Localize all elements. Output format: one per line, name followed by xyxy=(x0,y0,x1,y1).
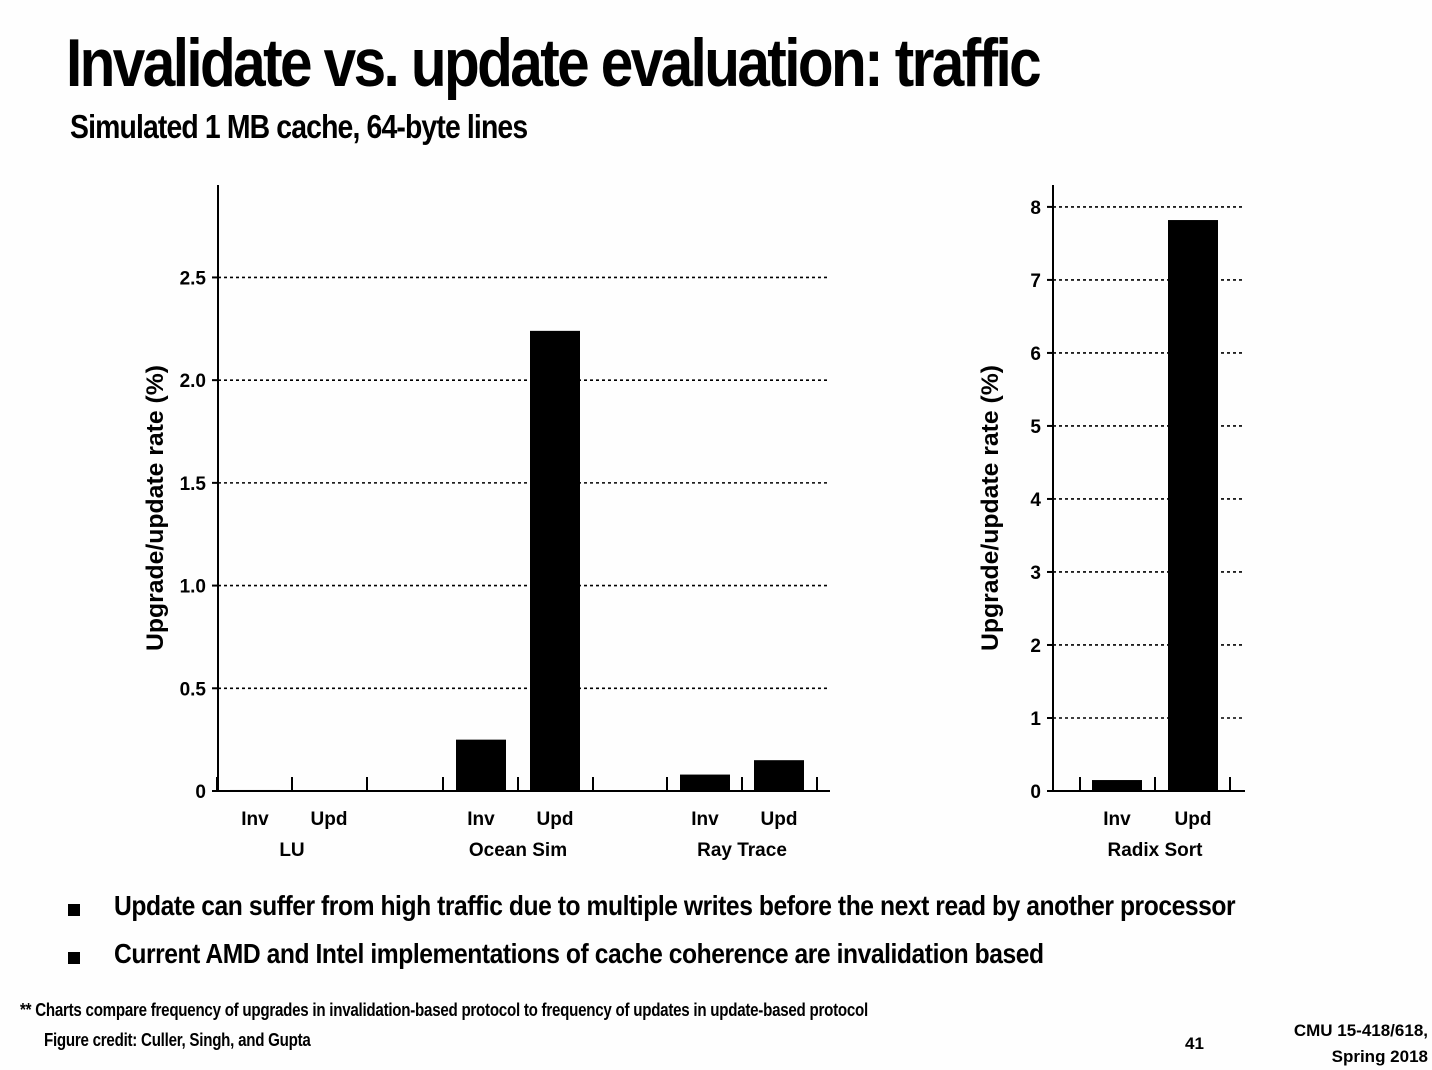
bullet-square-icon xyxy=(68,952,80,964)
y-axis-label: Upgrade/update rate (%) xyxy=(142,365,169,651)
course-line-1: CMU 15-418/618, xyxy=(1293,1021,1428,1040)
course-label: CMU 15-418/618, Spring 2018 xyxy=(1294,1018,1428,1070)
course-line-2: Spring 2018 xyxy=(1331,1047,1428,1066)
bar xyxy=(456,739,506,791)
y-tick-label: 1.5 xyxy=(180,474,207,495)
group-label: Radix Sort xyxy=(1107,840,1203,861)
bar xyxy=(1092,780,1142,791)
y-tick-label: 1 xyxy=(1030,709,1041,730)
y-tick-label: 0 xyxy=(1030,782,1041,803)
page-number: 41 xyxy=(1185,1034,1204,1053)
x-tick-label: Upd xyxy=(761,809,798,830)
x-tick-label: Upd xyxy=(1175,809,1212,830)
bar xyxy=(680,774,730,791)
bar xyxy=(1168,220,1218,791)
y-tick-label: 0.5 xyxy=(180,679,207,700)
bar xyxy=(530,330,580,791)
group-label: Ocean Sim xyxy=(469,840,567,861)
bar xyxy=(304,790,354,792)
x-tick-label: Upd xyxy=(311,809,348,830)
group-label: LU xyxy=(279,840,304,861)
y-tick-label: 3 xyxy=(1030,563,1041,584)
slide-title: Invalidate vs. update evaluation: traffi… xyxy=(66,25,1042,101)
bullet-square-icon xyxy=(68,904,80,916)
y-tick-label: 6 xyxy=(1030,344,1041,365)
x-tick-label: Inv xyxy=(1103,809,1131,830)
y-tick-label: 7 xyxy=(1030,271,1041,292)
bullet-text: Update can suffer from high traffic due … xyxy=(114,890,1236,921)
x-tick-label: Upd xyxy=(537,809,574,830)
slide-subtitle: Simulated 1 MB cache, 64-byte lines xyxy=(70,108,528,145)
y-tick-label: 5 xyxy=(1030,417,1041,438)
y-tick-label: 8 xyxy=(1030,198,1041,219)
y-tick-label: 2 xyxy=(1030,636,1041,657)
y-tick-label: 2.5 xyxy=(180,268,207,289)
x-tick-label: Inv xyxy=(241,809,269,830)
y-tick-label: 2.0 xyxy=(180,371,206,392)
figure-credit: Figure credit: Culler, Singh, and Gupta xyxy=(44,1030,311,1050)
y-tick-label: 1.0 xyxy=(180,577,206,598)
bar xyxy=(754,760,804,791)
group-label: Ray Trace xyxy=(697,840,787,861)
bar xyxy=(230,789,280,792)
x-tick-label: Inv xyxy=(467,809,495,830)
y-tick-label: 0 xyxy=(195,782,206,803)
y-axis-label: Upgrade/update rate (%) xyxy=(977,365,1004,651)
bullet-text: Current AMD and Intel implementations of… xyxy=(114,938,1044,969)
footnote: ** Charts compare frequency of upgrades … xyxy=(20,1000,868,1020)
x-tick-label: Inv xyxy=(691,809,719,830)
y-tick-label: 4 xyxy=(1030,490,1041,511)
